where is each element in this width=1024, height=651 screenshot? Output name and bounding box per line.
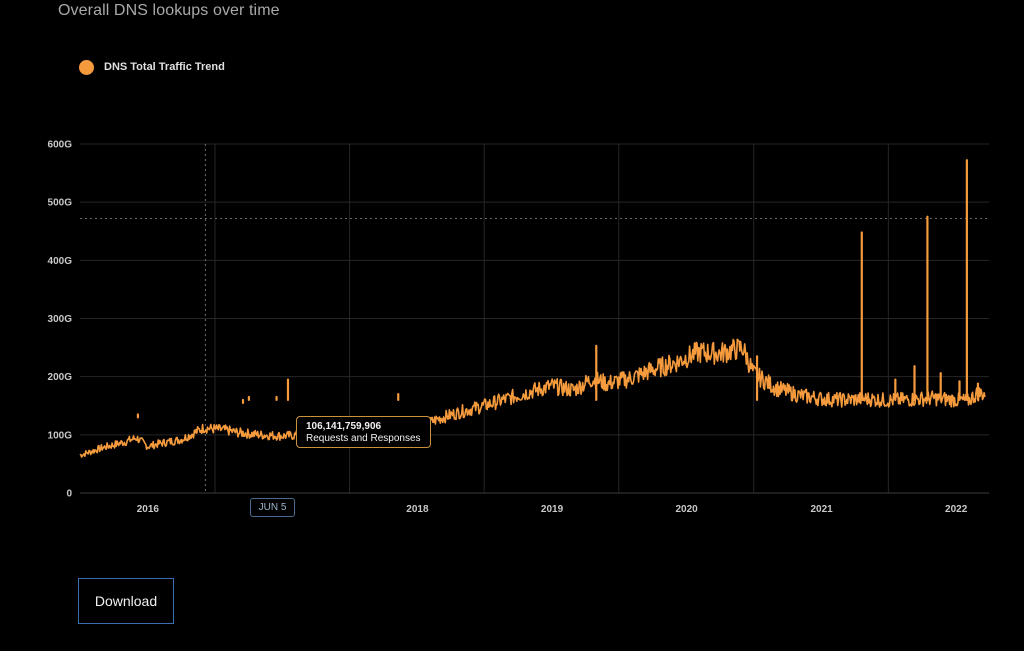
y-tick-label: 600G [48, 140, 73, 151]
legend-label: DNS Total Traffic Trend [104, 61, 225, 73]
hover-date-label: JUN 5 [250, 498, 295, 517]
x-tick-label: 2020 [675, 504, 698, 515]
download-button[interactable]: Download [78, 578, 174, 624]
data-tooltip: 106,141,759,906 Requests and Responses [296, 416, 431, 448]
x-tick-label: 2021 [810, 504, 833, 515]
legend-dot-icon [79, 59, 94, 75]
tooltip-value: 106,141,759,906 [306, 421, 382, 432]
x-tick-label: 2019 [541, 504, 564, 515]
y-tick-label: 300G [48, 314, 73, 325]
series-group [79, 159, 986, 458]
chart-title: Overall DNS lookups over time [58, 2, 280, 19]
x-tick-label: 2018 [406, 504, 429, 515]
x-axis-labels: 2016 2018 2019 2020 2021 2022 [137, 504, 968, 515]
horizontal-gridlines [80, 143, 989, 494]
tooltip-label: Requests and Responses [306, 433, 421, 444]
series-line[interactable] [79, 338, 986, 458]
x-tick-label: 2022 [945, 504, 968, 515]
y-tick-label: 200G [48, 372, 73, 383]
y-tick-label: 400G [48, 256, 73, 267]
y-tick-label: 100G [48, 430, 73, 441]
x-tick-label: 2016 [137, 504, 160, 515]
y-tick-label: 500G [48, 198, 73, 209]
y-axis-labels: 0 100G 200G 300G 400G 500G 600G [48, 140, 73, 500]
y-tick-label: 0 [66, 489, 72, 500]
legend-item[interactable]: DNS Total Traffic Trend [79, 59, 225, 75]
